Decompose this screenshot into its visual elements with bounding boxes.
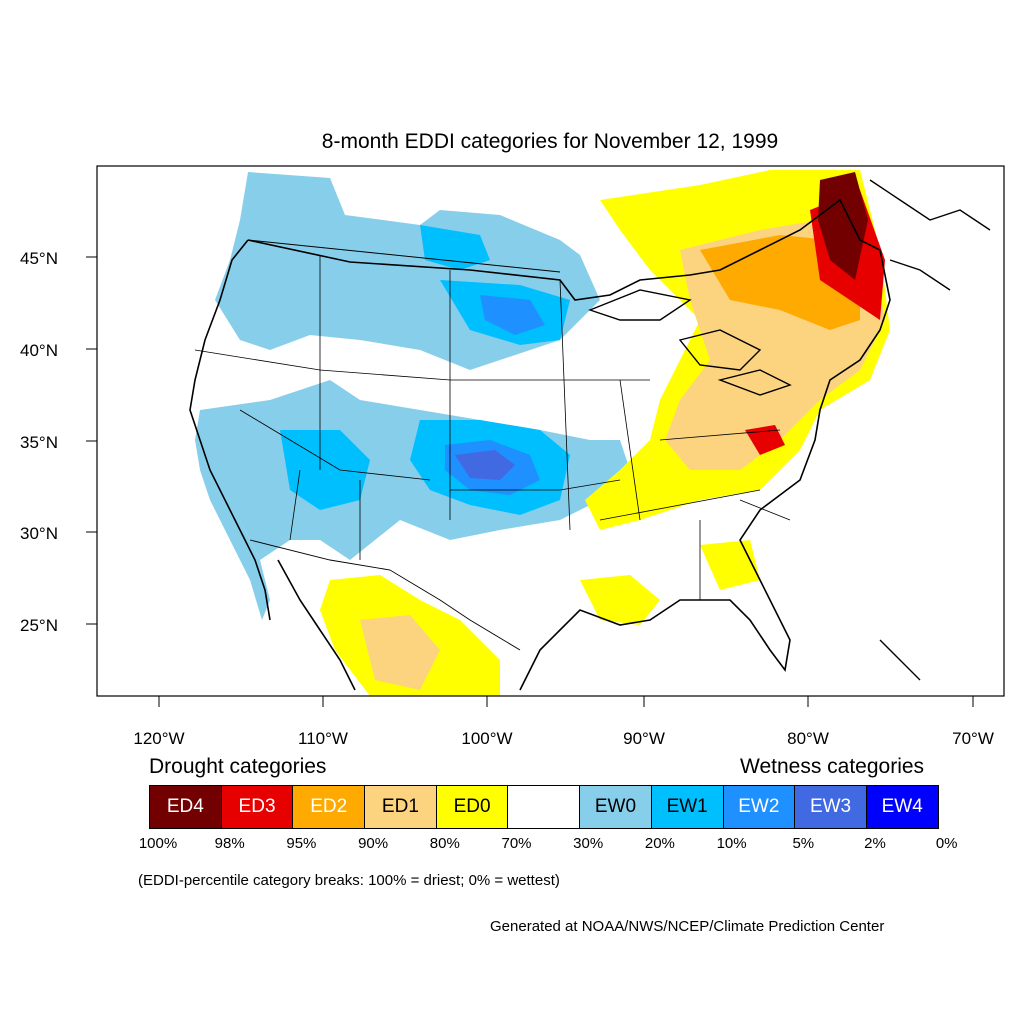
lat-label-45: 45°N	[20, 249, 58, 268]
legend-box-ed2: ED2	[292, 785, 366, 829]
legend-box-ew1: EW1	[650, 785, 724, 829]
wetness-heading: Wetness categories	[740, 755, 925, 778]
lon-label-100: 100°W	[461, 729, 512, 748]
ew3-region	[455, 450, 515, 480]
break-label: 10%	[716, 835, 747, 852]
break-label: 100%	[138, 835, 178, 852]
map-frame	[96, 165, 1005, 697]
lat-label-25: 25°N	[20, 616, 58, 635]
great-lakes	[587, 289, 792, 396]
ew0-region-southwest	[195, 380, 630, 560]
legend-box-normal	[507, 785, 581, 829]
ew2-region-north	[480, 295, 545, 335]
break-label: 0%	[935, 835, 958, 852]
lon-label-90: 90°W	[623, 729, 665, 748]
lon-label-110: 110°W	[298, 729, 348, 748]
break-label: 2%	[864, 835, 886, 852]
legend-box-ew2: EW2	[722, 785, 796, 829]
ew0-region-coast	[195, 440, 270, 620]
ed4-region	[818, 172, 868, 280]
break-label: 70%	[501, 835, 532, 852]
category-note: (EDDI-percentile category breaks: 100% =…	[138, 872, 560, 889]
wetness-regions	[195, 172, 630, 620]
canada-border	[247, 239, 561, 273]
break-label: 20%	[644, 835, 675, 852]
legend-box-ed3: ED3	[220, 785, 294, 829]
legend-box-ew3: EW3	[794, 785, 867, 829]
ew1-region-southwest	[280, 430, 370, 510]
west-coast	[189, 239, 271, 621]
boundaries	[189, 179, 991, 691]
break-label: 80%	[429, 835, 460, 852]
drought-regions	[320, 170, 890, 696]
map-plot-area	[189, 170, 991, 696]
legend-box-ed4: ED4	[149, 785, 222, 829]
break-label: 30%	[573, 835, 604, 852]
lat-label-30: 30°N	[20, 524, 58, 543]
lon-label-80: 80°W	[787, 729, 829, 748]
lat-label-35: 35°N	[20, 433, 58, 452]
ew1-region-north	[420, 225, 490, 270]
break-label: 5%	[792, 835, 815, 852]
lon-axis	[158, 696, 974, 707]
us-outline	[247, 198, 891, 691]
ed0-region-georgia	[700, 540, 760, 590]
drought-heading: Drought categories	[149, 755, 327, 778]
break-label: 95%	[286, 835, 317, 852]
legend-box-ed0: ED0	[435, 785, 509, 829]
category-legend: ED4 ED3 ED2 ED1 ED0 EW0 EW1 EW2 EW3 EW4	[149, 785, 939, 829]
credit-line: Generated at NOAA/NWS/NCEP/Climate Predi…	[490, 918, 885, 935]
mexico-coast	[277, 559, 356, 691]
lat-label-40: 40°N	[20, 341, 58, 360]
legend-box-ew4: EW4	[865, 785, 939, 829]
lon-label-120: 120°W	[133, 729, 184, 748]
canada-coast	[869, 179, 991, 681]
state-lines	[194, 255, 791, 600]
legend-box-ew0: EW0	[579, 785, 652, 829]
mexico-border	[249, 539, 521, 651]
break-label: 98%	[214, 835, 245, 852]
ed0-region-south	[580, 575, 660, 625]
map-title: 8-month EDDI categories for November 12,…	[321, 130, 779, 153]
legend-box-ed1: ED1	[364, 785, 437, 829]
ed3-region-ohio	[745, 425, 785, 455]
break-label: 90%	[358, 835, 389, 852]
lat-axis	[86, 256, 97, 625]
lon-label-70: 70°W	[952, 729, 994, 748]
ed1-region-mexico	[360, 615, 440, 690]
